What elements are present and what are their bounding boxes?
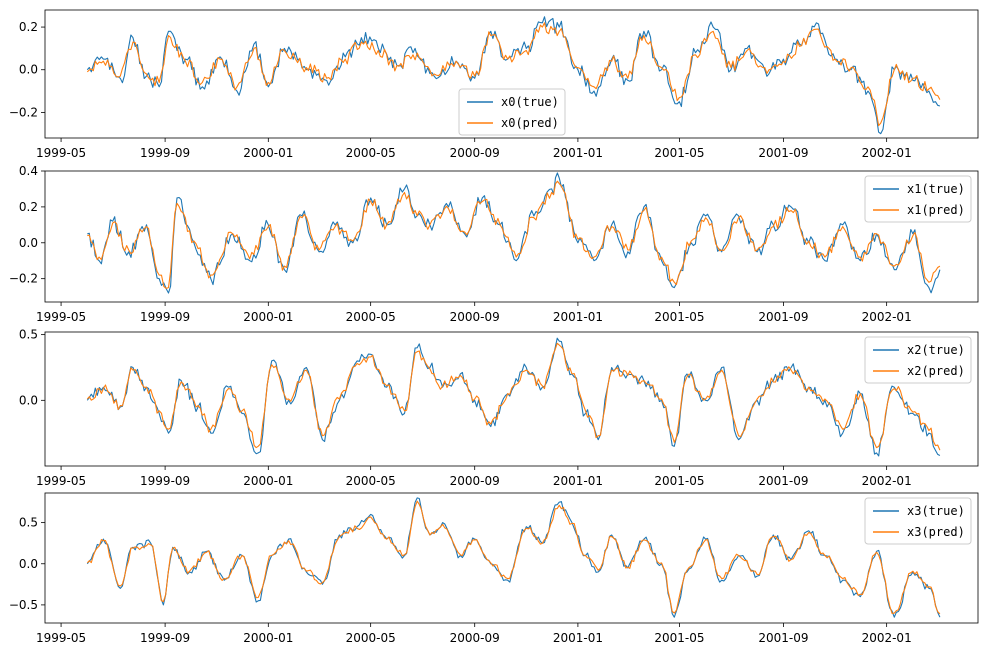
series-line-x2(true) bbox=[86, 337, 941, 457]
y-tick-label: 0.0 bbox=[19, 557, 38, 571]
legend-label: x2(pred) bbox=[907, 364, 965, 378]
x-tick-label: 2000-01 bbox=[243, 310, 293, 324]
legend-label: x3(pred) bbox=[907, 525, 965, 539]
legend-label: x0(pred) bbox=[501, 116, 559, 130]
x-tick-label: 2001-05 bbox=[654, 310, 704, 324]
x-tick-label: 2000-05 bbox=[346, 474, 396, 488]
y-tick-label: 0.5 bbox=[19, 328, 38, 342]
y-tick-label: −0.5 bbox=[9, 598, 38, 612]
x-tick-label: 2000-09 bbox=[450, 631, 500, 645]
chart-panel-3: 1999-05 1999-09 2000-01 2000-05 2000-09 2001-… bbox=[9, 492, 979, 645]
x-tick-label: 2002-01 bbox=[862, 631, 912, 645]
legend-0: x0(true) x0(pred) bbox=[458, 88, 566, 136]
x-tick-label: 2000-05 bbox=[346, 310, 396, 324]
y-tick-label: 0.2 bbox=[19, 200, 38, 214]
x-tick-label: 2001-05 bbox=[654, 146, 704, 160]
y-tick-label: 0.0 bbox=[19, 63, 38, 77]
x-tick-label: 2002-01 bbox=[862, 310, 912, 324]
plot-area-3 bbox=[44, 492, 979, 624]
y-tick-label: −0.2 bbox=[9, 272, 38, 286]
chart-panel-0: 1999-05 1999-09 2000-01 2000-05 2000-09 2001-… bbox=[9, 9, 979, 160]
series-line-x3(pred) bbox=[86, 500, 941, 615]
x-tick-label: 1999-09 bbox=[140, 631, 190, 645]
chart-panel-1: 1999-05 1999-09 2000-01 2000-05 2000-09 2001-… bbox=[9, 164, 979, 324]
x-tick-label: 2002-01 bbox=[862, 474, 912, 488]
x-tick-label: 1999-09 bbox=[140, 474, 190, 488]
x-tick-label: 2000-09 bbox=[450, 146, 500, 160]
x-tick-label: 2001-01 bbox=[553, 310, 603, 324]
x-tick-label: 2000-09 bbox=[450, 474, 500, 488]
x-tick-label: 1999-05 bbox=[36, 146, 86, 160]
x-tick-label: 2002-01 bbox=[862, 146, 912, 160]
y-tick-label: −0.2 bbox=[9, 105, 38, 119]
legend-1: x1(true) x1(pred) bbox=[864, 175, 972, 223]
x-tick-label: 2000-05 bbox=[346, 631, 396, 645]
x-tick-label: 2000-05 bbox=[346, 146, 396, 160]
series-line-x0(true) bbox=[86, 16, 941, 135]
series-line-x1(pred) bbox=[87, 180, 941, 289]
legend-label: x2(true) bbox=[907, 343, 965, 357]
x-tick-label: 2001-09 bbox=[758, 631, 808, 645]
x-tick-label: 1999-05 bbox=[36, 474, 86, 488]
y-tick-label: 0.2 bbox=[19, 20, 38, 34]
plot-area-1 bbox=[44, 170, 979, 303]
x-tick-label: 2001-05 bbox=[654, 631, 704, 645]
x-tick-label: 2001-05 bbox=[654, 474, 704, 488]
legend-2: x2(true) x2(pred) bbox=[864, 336, 972, 384]
x-tick-label: 1999-05 bbox=[36, 310, 86, 324]
x-tick-label: 2000-09 bbox=[450, 310, 500, 324]
legend-label: x1(true) bbox=[907, 182, 965, 196]
series-line-x0(pred) bbox=[86, 22, 941, 127]
series-line-x2(pred) bbox=[86, 342, 941, 451]
x-tick-label: 2001-01 bbox=[553, 631, 603, 645]
x-tick-label: 2001-01 bbox=[553, 474, 603, 488]
x-tick-label: 2001-01 bbox=[553, 146, 603, 160]
y-tick-label: 0.4 bbox=[19, 164, 38, 178]
x-tick-label: 2000-01 bbox=[243, 631, 293, 645]
series-line-x1(true) bbox=[87, 172, 941, 294]
x-tick-label: 2001-09 bbox=[758, 310, 808, 324]
legend-label: x1(pred) bbox=[907, 203, 965, 217]
x-tick-label: 2000-01 bbox=[243, 474, 293, 488]
y-tick-label: 0.0 bbox=[19, 393, 38, 407]
x-tick-label: 2001-09 bbox=[758, 146, 808, 160]
legend-label: x3(true) bbox=[907, 504, 965, 518]
x-tick-label: 2000-01 bbox=[243, 146, 293, 160]
x-tick-label: 1999-09 bbox=[140, 146, 190, 160]
x-tick-label: 1999-09 bbox=[140, 310, 190, 324]
legend-3: x3(true) x3(pred) bbox=[864, 497, 972, 545]
y-tick-label: 0.0 bbox=[19, 236, 38, 250]
x-tick-label: 1999-05 bbox=[36, 631, 86, 645]
y-tick-label: 0.5 bbox=[19, 516, 38, 530]
legend-label: x0(true) bbox=[501, 95, 559, 109]
x-tick-label: 2001-09 bbox=[758, 474, 808, 488]
plot-area-2 bbox=[44, 331, 979, 467]
chart-panel-2: 1999-05 1999-09 2000-01 2000-05 2000-09 2001-… bbox=[19, 328, 979, 488]
